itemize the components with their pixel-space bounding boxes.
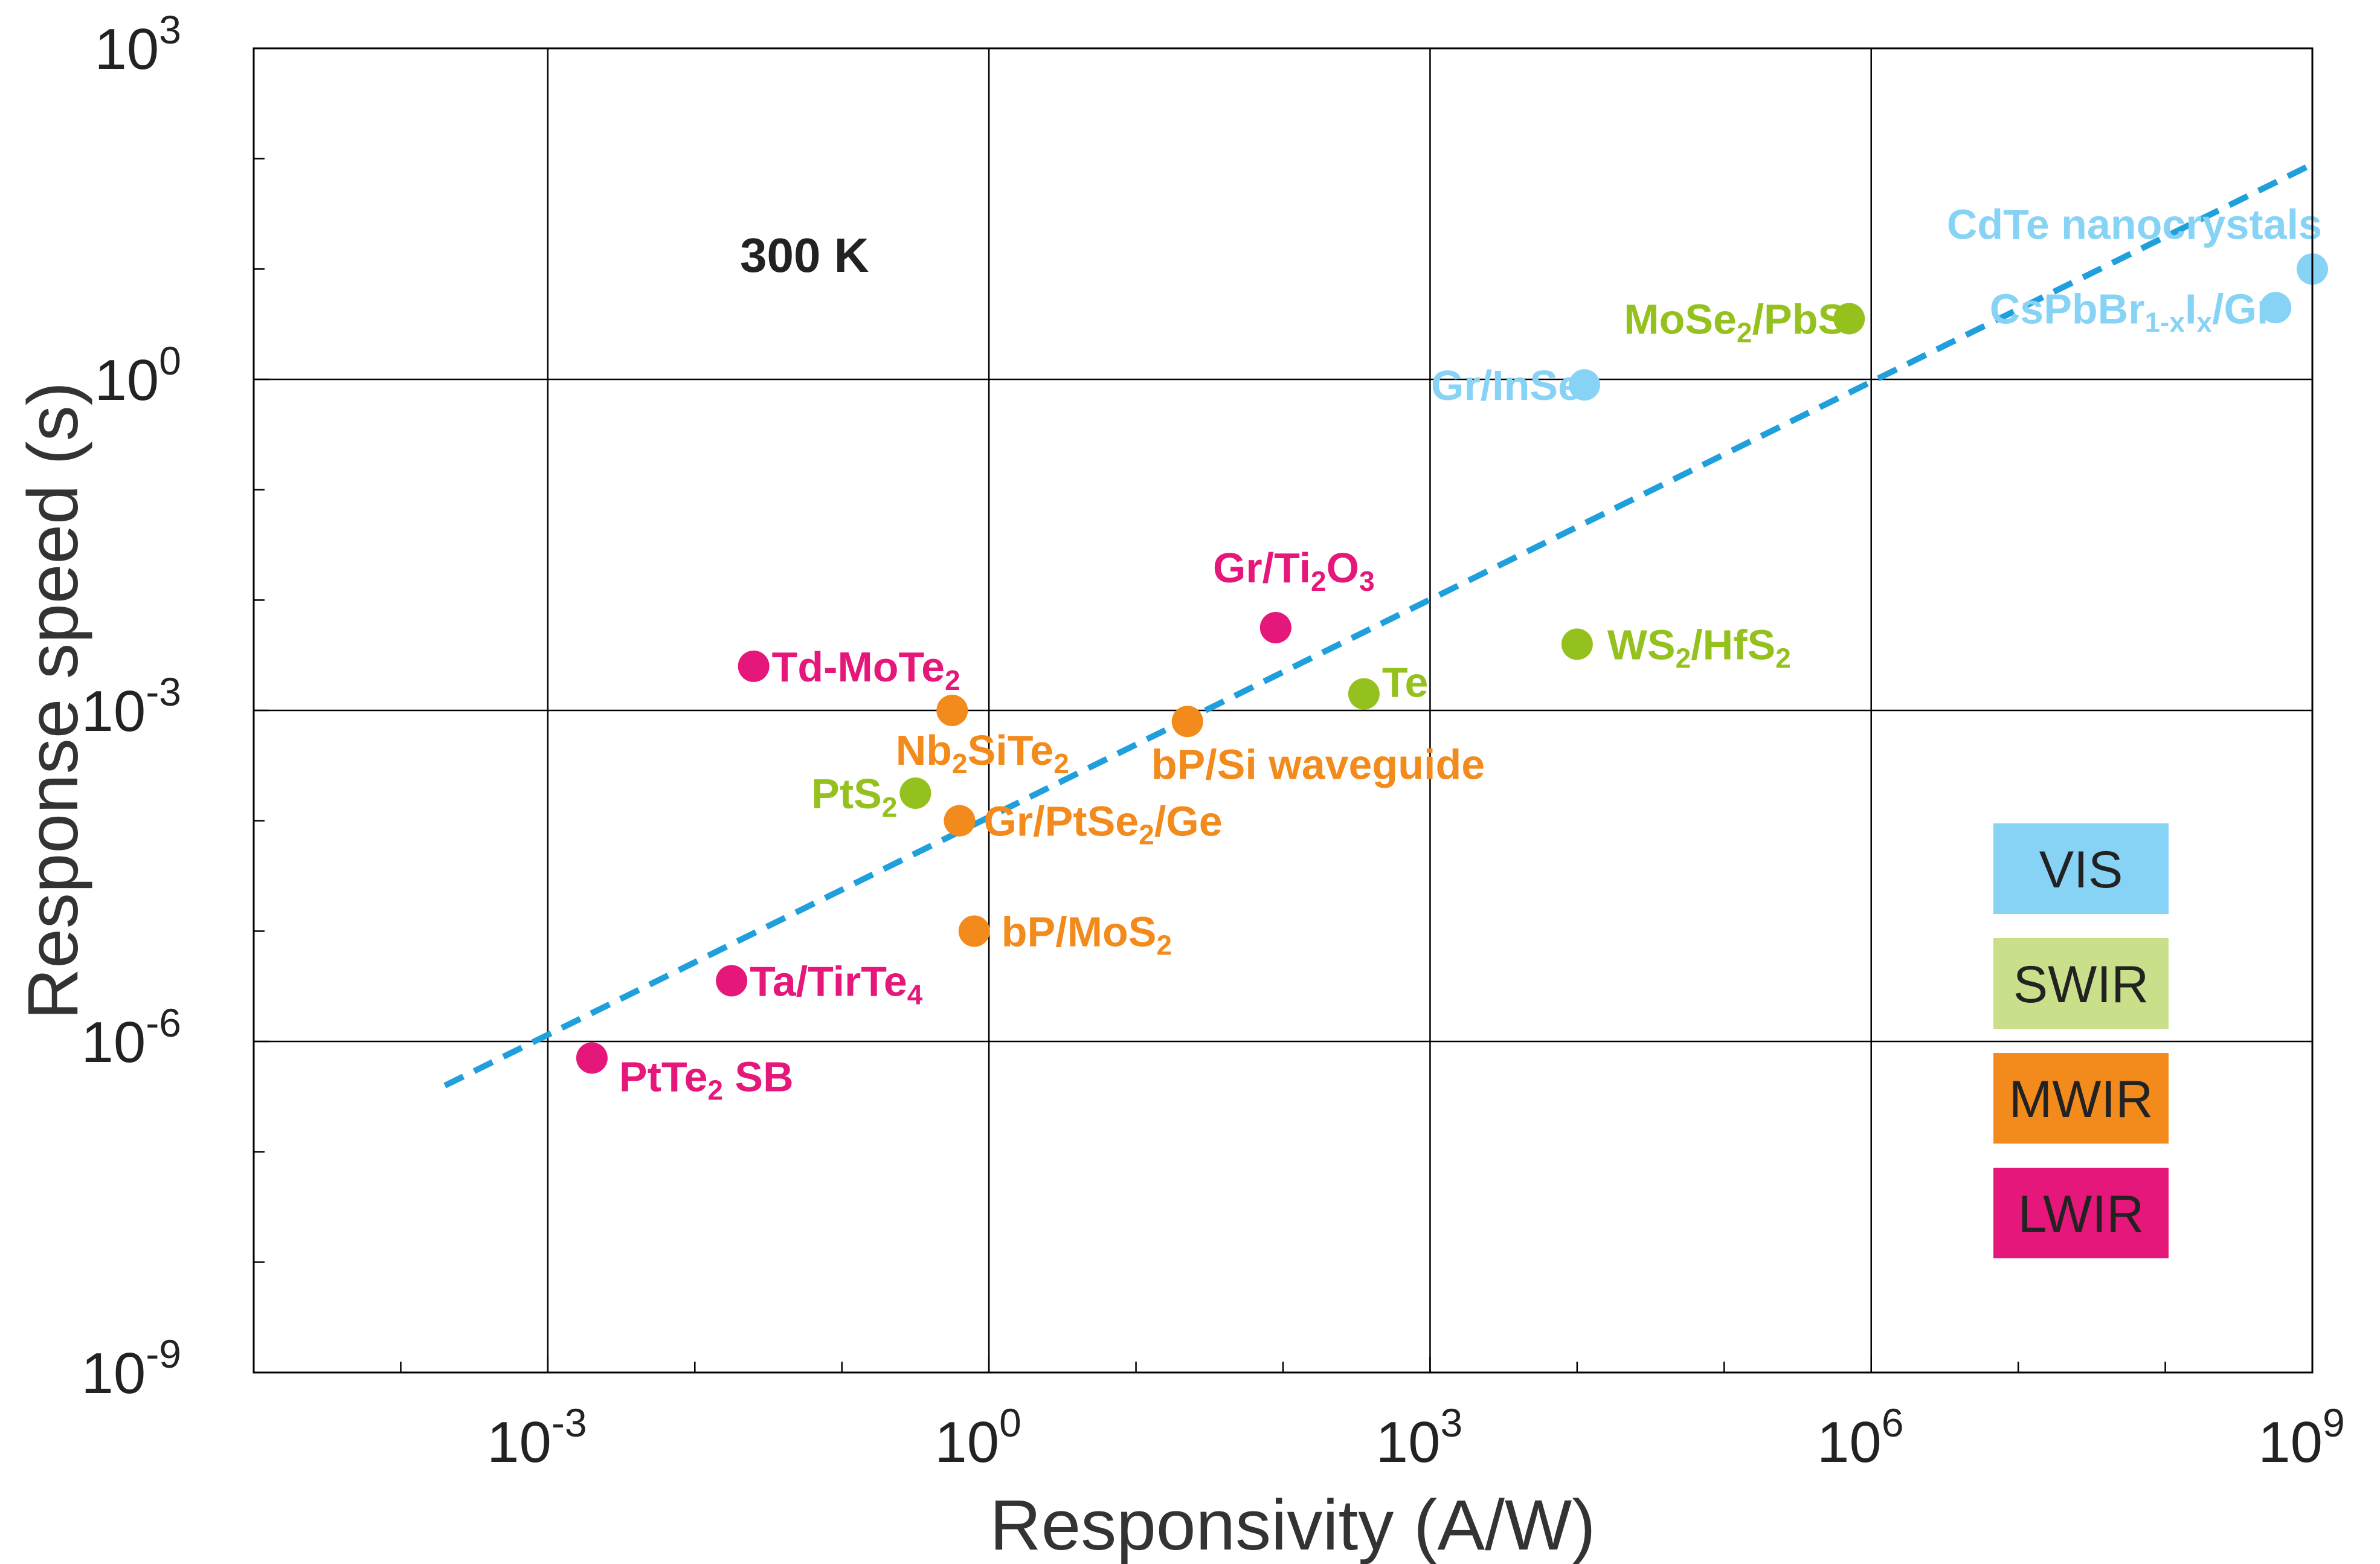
data-point bbox=[716, 965, 748, 997]
data-point bbox=[1348, 678, 1380, 710]
trend-line bbox=[443, 161, 2314, 1089]
data-point bbox=[738, 650, 770, 682]
point-label: Gr/PtSe2/Ge bbox=[983, 798, 1222, 851]
x-tick-label: 106 bbox=[1817, 1400, 1904, 1475]
data-point bbox=[1561, 628, 1593, 660]
data-point bbox=[2260, 292, 2292, 324]
point-label: MoSe2/PbS bbox=[1624, 296, 1846, 349]
point-label: bP/MoS2 bbox=[1002, 908, 1172, 961]
data-point bbox=[958, 915, 990, 947]
data-point bbox=[1569, 369, 1601, 401]
tick-labels-layer: 10-3 100 103 106 109 10-9 10-6 10-3 100 103 bbox=[82, 7, 2345, 1475]
point-label: PtTe2 SB bbox=[619, 1053, 794, 1105]
data-point bbox=[936, 695, 968, 726]
legend: VIS SWIR MWIR LWIR bbox=[1993, 823, 2169, 1258]
axes-layer bbox=[252, 47, 2314, 1374]
y-tick-label: 10-6 bbox=[82, 1000, 181, 1075]
trend-layer bbox=[443, 161, 2314, 1089]
points-layer bbox=[576, 253, 2328, 1074]
legend-label: VIS bbox=[2039, 841, 2123, 899]
y-tick-label: 100 bbox=[95, 338, 182, 413]
x-tick-label: 10-3 bbox=[487, 1400, 587, 1475]
x-axis-title: Responsivity (A/W) bbox=[989, 1485, 1595, 1564]
legend-swatch bbox=[1993, 1168, 2169, 1258]
y-tick-label: 103 bbox=[95, 7, 182, 82]
legend-swatch bbox=[1993, 823, 2169, 914]
data-point bbox=[899, 777, 931, 809]
y-axis-title: Response speed (s) bbox=[13, 382, 93, 1020]
x-tick-label: 103 bbox=[1376, 1400, 1463, 1475]
temperature-annotation: 300 K bbox=[740, 228, 869, 282]
point-label: Gr/Ti2O3 bbox=[1213, 544, 1375, 597]
legend-label: MWIR bbox=[2009, 1070, 2153, 1128]
point-label: WS2/HfS2 bbox=[1607, 621, 1791, 674]
point-label: CsPbBr1-xIx/Gr bbox=[1990, 285, 2273, 338]
point-label: CdTe nanocrystals bbox=[1947, 201, 2322, 248]
y-tick-label: 10-9 bbox=[82, 1331, 181, 1406]
point-label: Nb2SiTe2 bbox=[896, 727, 1069, 779]
point-label: PtS2 bbox=[811, 770, 897, 823]
legend-swatch bbox=[1993, 938, 2169, 1029]
point-labels-layer: CdTe nanocrystals CsPbBr1-xIx/Gr Gr/InSe Mo… bbox=[619, 201, 2322, 1105]
point-label: Gr/InSe bbox=[1431, 362, 1581, 409]
y-tick-label: 10-3 bbox=[82, 669, 181, 744]
point-label: Ta/TirTe4 bbox=[750, 958, 923, 1011]
data-point bbox=[1833, 303, 1865, 335]
point-label: bP/Si waveguide bbox=[1151, 741, 1485, 788]
point-label: Td-MoTe2 bbox=[772, 643, 960, 696]
data-point bbox=[1259, 612, 1291, 643]
data-point bbox=[1171, 706, 1203, 738]
x-tick-label: 100 bbox=[934, 1400, 1021, 1475]
x-tick-label: 109 bbox=[2258, 1400, 2345, 1475]
data-point bbox=[944, 805, 976, 837]
point-label: Te bbox=[1382, 659, 1429, 706]
legend-swatch bbox=[1993, 1053, 2169, 1144]
legend-label: SWIR bbox=[2013, 956, 2149, 1014]
data-point bbox=[576, 1042, 608, 1074]
legend-label: LWIR bbox=[2018, 1185, 2144, 1243]
grid-layer bbox=[254, 48, 2312, 1373]
